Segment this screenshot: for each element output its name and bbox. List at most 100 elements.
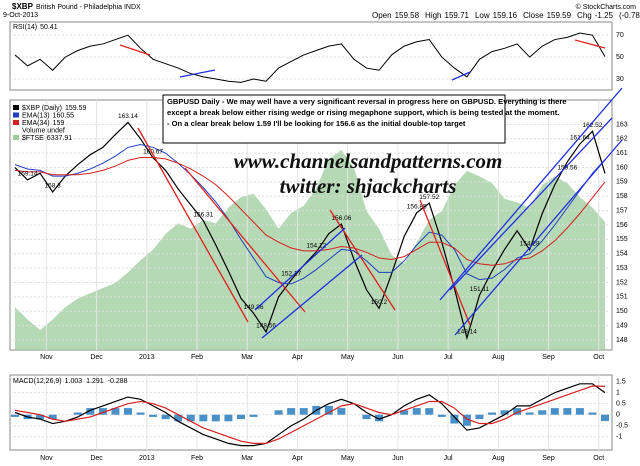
histogram-bar xyxy=(488,412,497,415)
x-tick-label: Feb xyxy=(191,354,203,361)
note-line: GBPUSD Daily - We may well have a very s… xyxy=(167,97,567,106)
quote-value: 159.71 xyxy=(445,11,470,20)
macd-value: 1.291 xyxy=(86,378,104,385)
y-tick-label: 155 xyxy=(616,236,628,243)
histogram-bar xyxy=(111,408,120,415)
histogram-bar xyxy=(337,408,346,415)
quote-label: Close xyxy=(523,11,544,20)
x-tick-label: Aug xyxy=(492,455,505,462)
rsi-arrow xyxy=(574,39,606,49)
legend-label: $XBP (Daily) xyxy=(22,105,62,112)
symbol: $XBP xyxy=(12,2,34,11)
histogram-bar xyxy=(400,410,409,415)
histogram-bar xyxy=(425,408,434,415)
x-tick-label: Oct xyxy=(593,455,604,462)
y-tick-label: 163 xyxy=(616,121,628,128)
date: 9-Oct-2013 xyxy=(3,12,38,19)
price-line xyxy=(14,121,606,341)
y-tick-label: 0.5 xyxy=(616,401,626,408)
quote-value: 159.16 xyxy=(493,11,518,20)
price-annotation: 156.85 xyxy=(407,204,427,211)
trend-line xyxy=(454,139,623,336)
price-annotation: 162.52 xyxy=(583,122,603,129)
macd-value: 1.003 xyxy=(65,378,83,385)
trend-line xyxy=(329,209,396,311)
price-annotation: 158.3 xyxy=(45,183,62,190)
x-tick-label: Nov xyxy=(40,455,53,462)
legend-label: EMA(34) xyxy=(22,120,50,127)
histogram-bar xyxy=(563,408,572,415)
price-annotation: 159.14 xyxy=(18,171,38,178)
y-tick-label: 50 xyxy=(616,54,624,61)
histogram-bar xyxy=(437,414,446,417)
trend-line xyxy=(254,227,346,311)
watermark-site: www.channelsandpatterns.com xyxy=(234,149,503,173)
y-tick-label: 70 xyxy=(616,32,624,39)
y-tick-label: -1 xyxy=(616,434,622,441)
legend-value: 159.59 xyxy=(65,105,87,112)
y-tick-label: 157 xyxy=(616,207,628,214)
histogram-bar xyxy=(186,414,195,422)
histogram-bar xyxy=(224,414,233,422)
name: British Pound - Philadelphia INDX xyxy=(36,4,141,11)
price-annotation: 157.52 xyxy=(419,194,439,201)
histogram-bar xyxy=(149,414,158,417)
price-annotation: 160.67 xyxy=(143,149,163,156)
rsi-line xyxy=(14,32,606,83)
histogram-bar xyxy=(249,414,258,417)
histogram-bar xyxy=(174,414,183,422)
rsi-arrow xyxy=(451,71,471,81)
price-annotation: 154.12 xyxy=(306,243,326,250)
histogram-bar xyxy=(575,408,584,415)
rsi-arrow xyxy=(119,44,151,56)
price-annotation: 148.56 xyxy=(256,323,276,330)
histogram-bar xyxy=(375,414,384,422)
note-line: - On a clear break below 1.59 I'll be lo… xyxy=(167,119,466,128)
y-tick-label: 152 xyxy=(616,279,628,286)
histogram-bar xyxy=(475,414,484,420)
histogram-bar xyxy=(236,414,245,420)
histogram-bar xyxy=(462,414,471,426)
histogram-bar xyxy=(48,414,57,420)
quote-value: -1.25 xyxy=(595,11,614,20)
legend-label: Volume undef xyxy=(22,127,65,134)
histogram-bar xyxy=(362,414,371,420)
price-annotation: 148.14 xyxy=(457,329,477,336)
y-tick-label: 150 xyxy=(616,308,628,315)
quote-value: 159.59 xyxy=(547,11,572,20)
macd-frame xyxy=(9,374,613,451)
y-tick-label: 1.5 xyxy=(616,378,626,385)
legend-swatch xyxy=(13,135,19,140)
macd-label: MACD(12,26,9) xyxy=(13,378,62,385)
legend-swatch xyxy=(13,112,19,118)
histogram-bar xyxy=(500,410,509,415)
x-tick-label: Feb xyxy=(191,455,203,462)
macd-line xyxy=(14,383,606,447)
macd-line xyxy=(14,385,606,444)
histogram-bar xyxy=(588,412,597,415)
watermark-twitter: twitter: shjackcharts xyxy=(280,174,457,198)
quote-label: Low xyxy=(475,11,490,20)
trend-line xyxy=(184,167,306,313)
histogram-bar xyxy=(299,408,308,415)
y-tick-label: 162 xyxy=(616,136,628,143)
price-annotation: 156.06 xyxy=(331,215,351,222)
rsi-frame xyxy=(9,21,613,91)
price-annotation: 156.31 xyxy=(193,211,213,218)
histogram-bar xyxy=(199,414,208,422)
y-tick-label: 153 xyxy=(616,265,628,272)
change-pct: (-0.78%) xyxy=(619,11,640,20)
quote-label: Chg xyxy=(577,11,592,20)
y-tick-label: -0.5 xyxy=(616,423,628,430)
y-tick-label: 0 xyxy=(616,412,620,419)
y-tick-label: 1 xyxy=(616,389,620,396)
ema-line xyxy=(14,156,606,266)
x-tick-label: Apr xyxy=(292,455,304,462)
x-tick-label: Aug xyxy=(492,354,505,361)
y-tick-label: 30 xyxy=(616,76,624,83)
histogram-bar xyxy=(11,414,19,417)
price-annotation: 154.28 xyxy=(520,240,540,247)
price-annotation: 149.86 xyxy=(244,304,264,311)
y-tick-label: 158 xyxy=(616,193,628,200)
quote-value: 159.58 xyxy=(395,11,420,20)
